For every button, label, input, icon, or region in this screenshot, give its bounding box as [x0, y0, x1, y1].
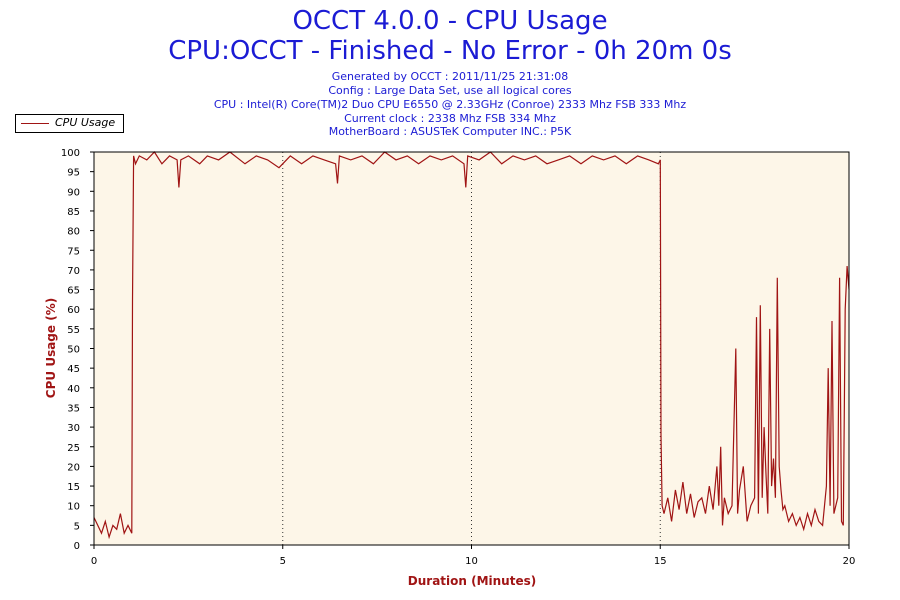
y-tick-label: 75 — [67, 246, 80, 257]
x-axis: 0 5 10 15 20 — [91, 545, 856, 567]
y-tick-label: 5 — [74, 521, 80, 532]
y-tick-label: 35 — [67, 403, 80, 414]
y-tick-label: 100 — [61, 148, 80, 159]
y-tick-label: 25 — [67, 443, 80, 454]
chart-subtitle: CPU:OCCT - Finished - No Error - 0h 20m … — [168, 36, 732, 66]
y-tick-label: 30 — [67, 423, 80, 434]
legend-swatch — [21, 123, 49, 124]
y-tick-label: 50 — [67, 345, 80, 356]
y-tick-label: 0 — [74, 541, 80, 552]
y-tick-label: 90 — [67, 187, 80, 198]
y-tick-label: 70 — [67, 266, 80, 277]
y-tick-label: 95 — [67, 168, 80, 179]
y-axis-label: CPU Usage (%) — [44, 298, 58, 398]
x-axis-label: Duration (Minutes) — [408, 574, 536, 588]
info-cpu: CPU : Intel(R) Core(TM)2 Duo CPU E6550 @… — [213, 98, 687, 111]
y-tick-label: 15 — [67, 482, 80, 493]
series-line-cpu-usage — [93, 151, 850, 540]
x-tick-label: 10 — [465, 556, 478, 567]
info-clock: Current clock : 2338 Mhz FSB 334 Mhz — [344, 112, 556, 125]
y-tick-label: 65 — [67, 286, 80, 297]
x-tick-label: 20 — [843, 556, 856, 567]
info-motherboard: MotherBoard : ASUSTeK Computer INC.: P5K — [328, 125, 572, 138]
y-tick-label: 45 — [67, 364, 80, 375]
x-tick-label: 5 — [280, 556, 286, 567]
plot-frame — [93, 151, 850, 546]
y-tick-label: 55 — [67, 325, 80, 336]
y-tick-label: 10 — [67, 502, 80, 513]
x-tick-label: 15 — [654, 556, 667, 567]
info-generated: Generated by OCCT : 2011/11/25 21:31:08 — [331, 70, 569, 83]
y-tick-label: 20 — [67, 462, 80, 473]
legend-label: CPU Usage — [55, 116, 116, 129]
info-config: Config : Large Data Set, use all logical… — [328, 84, 572, 97]
chart-title: OCCT 4.0.0 - CPU Usage — [292, 6, 608, 36]
x-tick-label: 0 — [91, 556, 97, 567]
y-tick-label: 40 — [67, 384, 80, 395]
y-tick-label: 80 — [67, 227, 80, 238]
chart-legend: CPU Usage — [15, 114, 124, 133]
y-tick-label: 60 — [67, 305, 80, 316]
y-tick-label: 85 — [67, 207, 80, 218]
y-axis: 0 5 10 15 20 25 30 35 40 45 50 55 60 65 70 75 80 85 90 95 10… — [61, 148, 94, 552]
